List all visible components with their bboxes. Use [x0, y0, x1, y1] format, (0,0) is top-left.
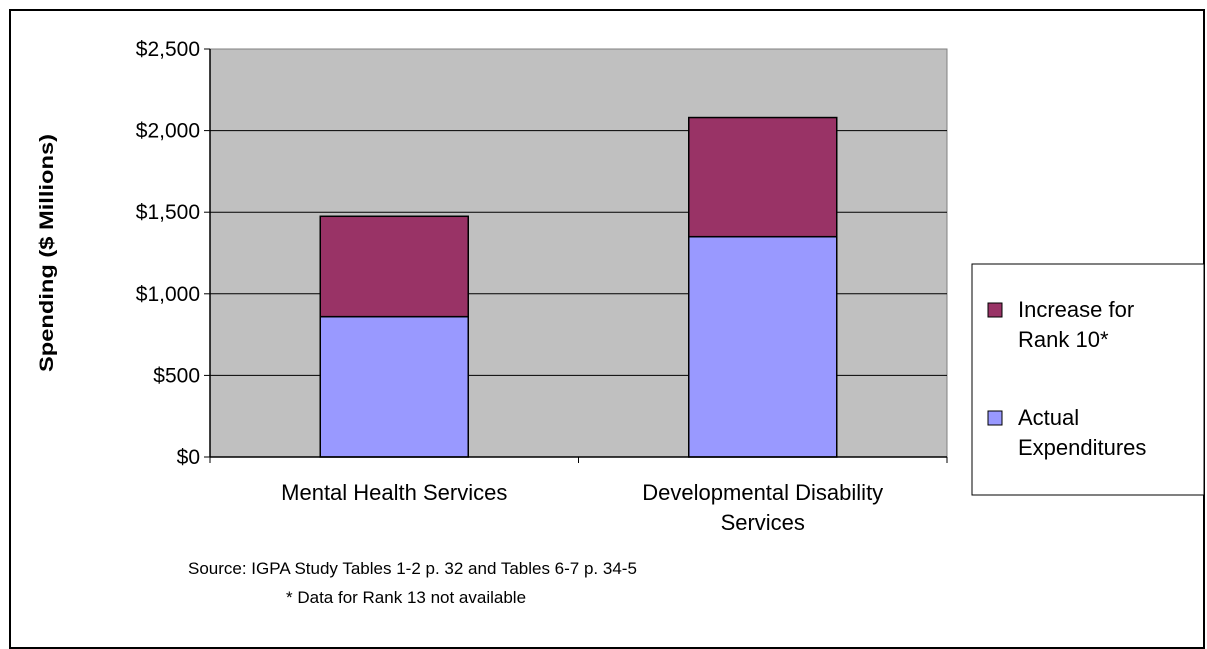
y-tick-label: $1,000: [136, 283, 200, 306]
bars: [319, 116, 838, 458]
y-axis-label: Spending ($ Millions): [37, 134, 58, 372]
source-note: Source: IGPA Study Tables 1-2 p. 32 and …: [188, 559, 637, 578]
legend-swatch: [987, 302, 1003, 318]
bar-actual-1: [688, 235, 838, 458]
bar-actual-0: [319, 315, 469, 458]
legend-label: Increase for: [1018, 297, 1134, 322]
bar-increase-1: [688, 116, 838, 238]
axes: [204, 48, 948, 463]
footnote: * Data for Rank 13 not available: [286, 588, 526, 607]
bar-increase-0: [319, 215, 469, 318]
legend-label: Actual: [1018, 405, 1079, 430]
y-tick-label: $2,500: [136, 38, 200, 61]
x-category-label: Mental Health Services: [281, 480, 507, 505]
legend-swatch: [987, 410, 1003, 426]
y-tick-label: $1,500: [136, 201, 200, 224]
y-tick-label: $0: [177, 446, 200, 469]
labels: $0 $500 $1,000 $1,500 $2,000 $2,500 Mental Hea…: [136, 38, 883, 535]
x-category-label: Services: [721, 510, 805, 535]
legend: Increase for Rank 10* Actual Expenditures: [971, 263, 1205, 496]
legend-label: Rank 10*: [1018, 327, 1109, 352]
legend-box: [971, 263, 1205, 496]
x-category-label: Developmental Disability: [642, 480, 883, 505]
y-tick-label: $2,000: [136, 120, 200, 143]
legend-label: Expenditures: [1018, 435, 1146, 460]
y-tick-label: $500: [153, 364, 200, 387]
